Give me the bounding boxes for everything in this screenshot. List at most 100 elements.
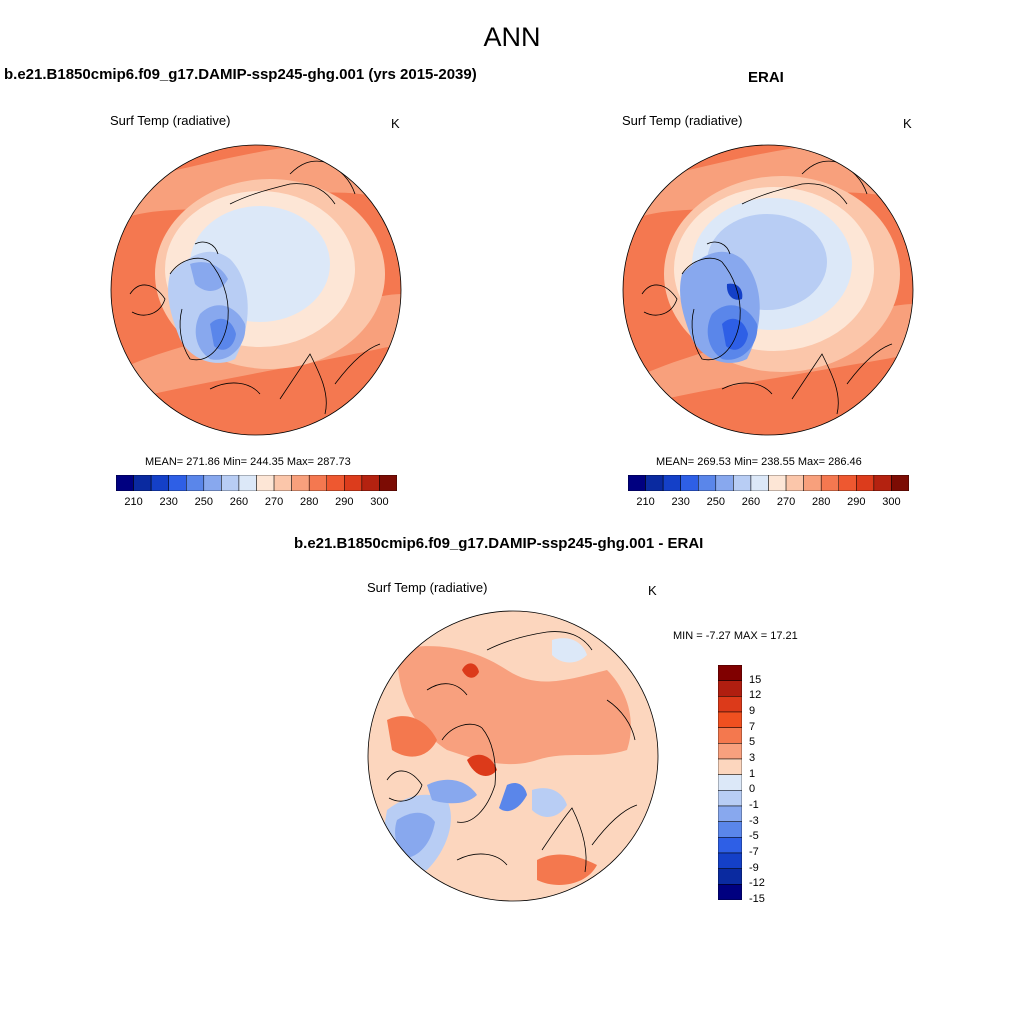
diff-colorbar-swatch [718, 758, 742, 775]
diff-colorbar-tick-label: 15 [749, 673, 762, 686]
right-colorbar-swatch [891, 475, 909, 491]
diff-colorbar-tick-label: 9 [749, 705, 756, 717]
diff-colorbar-tick-label: 1 [749, 767, 756, 780]
diff-colorbar-swatch [718, 696, 742, 713]
left-colorbar-swatch [186, 475, 205, 491]
left-colorbar-swatch [116, 475, 134, 491]
diff-colorbar-swatch [718, 665, 742, 681]
right-units-label: K [903, 116, 912, 131]
left-colorbar [116, 475, 397, 491]
left-colorbar-swatch [221, 475, 240, 491]
left-colorbar-swatch [203, 475, 222, 491]
right-colorbar-labels: 210 230 250 260 270 280 290 300 [628, 496, 909, 510]
left-panel-title: b.e21.B1850cmip6.f09_g17.DAMIP-ssp245-gh… [4, 66, 477, 83]
right-colorbar-swatch [768, 475, 787, 491]
left-colorbar-tick-label: 280 [300, 496, 319, 508]
left-polar-map [110, 144, 402, 436]
right-colorbar-tick-label: 300 [882, 496, 901, 508]
diff-polar-map [367, 610, 659, 902]
left-colorbar-swatch [168, 475, 187, 491]
right-colorbar-tick-label: 230 [671, 496, 690, 508]
right-colorbar-swatch [698, 475, 717, 491]
diff-variable-label: Surf Temp (radiative) [367, 580, 488, 595]
left-colorbar-swatch [308, 475, 327, 491]
right-colorbar [628, 475, 909, 491]
diff-colorbar-tick-label: -5 [749, 830, 759, 843]
right-stats: MEAN= 269.53 Min= 238.55 Max= 286.46 [656, 456, 862, 468]
diff-colorbar-tick-label: -9 [749, 861, 759, 874]
diff-colorbar-swatch [718, 837, 742, 854]
left-colorbar-tick-label: 290 [335, 496, 354, 508]
diff-colorbar-swatch [718, 727, 742, 744]
diff-colorbar-swatch [718, 884, 742, 900]
left-colorbar-swatch [326, 475, 345, 491]
right-colorbar-swatch [856, 475, 875, 491]
diff-colorbar-tick-label: -3 [749, 814, 759, 827]
left-colorbar-tick-label: 300 [370, 496, 389, 508]
left-colorbar-tick-label: 210 [124, 496, 143, 508]
left-colorbar-swatch [238, 475, 257, 491]
diff-colorbar-swatch [718, 805, 742, 822]
right-colorbar-swatch [785, 475, 804, 491]
diff-units-label: K [648, 583, 657, 598]
right-variable-label: Surf Temp (radiative) [622, 113, 743, 128]
diff-colorbar-swatch [718, 711, 742, 728]
right-colorbar-tick-label: 290 [847, 496, 866, 508]
right-colorbar-swatch [803, 475, 822, 491]
diff-colorbar-tick-label: 5 [749, 736, 756, 749]
right-colorbar-swatch [838, 475, 857, 491]
left-units-label: K [391, 116, 400, 131]
right-colorbar-swatch [680, 475, 699, 491]
diff-colorbar-tick-label: -12 [749, 877, 765, 890]
right-colorbar-swatch [628, 475, 646, 491]
diff-colorbar-swatch [718, 868, 742, 885]
left-colorbar-tick-label: 230 [159, 496, 178, 508]
left-stats: MEAN= 271.86 Min= 244.35 Max= 287.73 [145, 456, 351, 468]
left-colorbar-swatch [291, 475, 310, 491]
diff-colorbar-swatch [718, 821, 742, 838]
right-colorbar-tick-label: 210 [636, 496, 655, 508]
right-panel-title: ERAI [748, 69, 784, 86]
left-colorbar-labels: 210 230 250 260 270 280 290 300 [116, 496, 397, 510]
left-colorbar-tick-label: 270 [264, 496, 284, 508]
right-colorbar-tick-label: 280 [812, 496, 831, 508]
figure-title: ANN [483, 22, 541, 52]
diff-colorbar-tick-label: 3 [749, 752, 756, 764]
diff-colorbar-swatch [718, 790, 742, 807]
diff-colorbar-tick-label: 7 [749, 720, 756, 733]
left-colorbar-swatch [361, 475, 380, 491]
diff-colorbar-swatch [718, 774, 742, 791]
right-polar-map [622, 144, 914, 436]
diff-colorbar-tick-label: -1 [749, 799, 759, 811]
right-colorbar-tick-label: 260 [741, 496, 761, 508]
diff-colorbar-tick-label: -7 [749, 846, 759, 858]
diff-colorbar-swatch [718, 680, 742, 697]
diff-colorbar-tick-label: -15 [749, 893, 765, 905]
diff-colorbar-tick-label: 0 [749, 783, 756, 796]
diff-colorbar-swatch [718, 743, 742, 760]
left-colorbar-swatch [273, 475, 292, 491]
diff-colorbar [718, 665, 742, 900]
left-colorbar-tick-label: 250 [194, 496, 213, 508]
right-colorbar-swatch [645, 475, 664, 491]
right-colorbar-swatch [733, 475, 752, 491]
diff-colorbar-swatch [718, 852, 742, 869]
right-colorbar-swatch [715, 475, 734, 491]
right-colorbar-swatch [750, 475, 769, 491]
right-colorbar-swatch [662, 475, 681, 491]
right-colorbar-tick-label: 270 [776, 496, 796, 508]
left-colorbar-swatch [256, 475, 275, 491]
left-colorbar-tick-label: 260 [229, 496, 249, 508]
diff-colorbar-tick-label: 12 [749, 689, 762, 702]
left-variable-label: Surf Temp (radiative) [110, 113, 231, 128]
diff-colorbar-labels: 15 12 9 7 5 3 1 0 -1 -3 -5 -7 -9 -12 -15 [749, 665, 789, 905]
left-colorbar-swatch [379, 475, 397, 491]
left-colorbar-swatch [344, 475, 363, 491]
diff-stats: MIN = -7.27 MAX = 17.21 [673, 630, 798, 642]
right-colorbar-swatch [873, 475, 892, 491]
left-colorbar-swatch [133, 475, 152, 491]
right-colorbar-tick-label: 250 [706, 496, 725, 508]
right-colorbar-swatch [820, 475, 839, 491]
diff-panel-title: b.e21.B1850cmip6.f09_g17.DAMIP-ssp245-gh… [294, 535, 704, 552]
left-colorbar-swatch [150, 475, 169, 491]
